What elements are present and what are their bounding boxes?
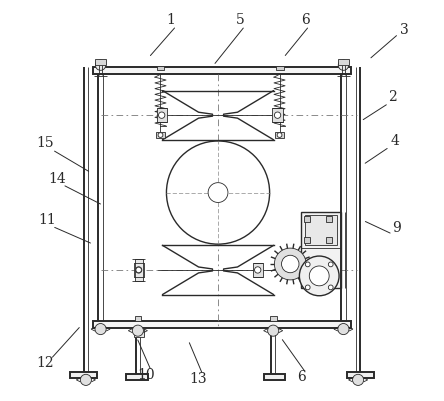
- Text: 6: 6: [297, 370, 306, 384]
- Bar: [273, 108, 283, 122]
- Bar: [126, 374, 148, 380]
- Bar: [253, 263, 263, 277]
- Bar: [326, 237, 332, 243]
- Circle shape: [95, 60, 106, 70]
- Text: 10: 10: [138, 368, 155, 382]
- Bar: [304, 237, 310, 243]
- Bar: [326, 216, 332, 222]
- Bar: [93, 321, 351, 328]
- Bar: [95, 59, 106, 65]
- Circle shape: [274, 112, 281, 118]
- Circle shape: [329, 285, 333, 290]
- Circle shape: [159, 112, 165, 118]
- Bar: [338, 59, 349, 65]
- Text: 14: 14: [48, 172, 66, 186]
- Text: 9: 9: [392, 221, 401, 235]
- Bar: [134, 328, 144, 337]
- Text: 12: 12: [36, 356, 54, 370]
- Circle shape: [158, 133, 163, 138]
- Circle shape: [329, 262, 333, 267]
- Bar: [276, 66, 284, 69]
- Bar: [275, 132, 284, 138]
- Circle shape: [338, 324, 349, 334]
- Text: 5: 5: [235, 13, 244, 27]
- Circle shape: [95, 324, 106, 334]
- Bar: [93, 67, 351, 74]
- Circle shape: [309, 266, 329, 286]
- Bar: [156, 132, 165, 138]
- Circle shape: [353, 374, 364, 385]
- Bar: [270, 316, 277, 321]
- Circle shape: [208, 182, 228, 203]
- Bar: [304, 216, 310, 222]
- Circle shape: [274, 248, 306, 280]
- Circle shape: [305, 262, 310, 267]
- Circle shape: [281, 255, 299, 273]
- Circle shape: [135, 267, 142, 273]
- Circle shape: [299, 256, 339, 296]
- Circle shape: [277, 133, 282, 138]
- Bar: [305, 215, 337, 245]
- Circle shape: [305, 285, 310, 290]
- Circle shape: [268, 325, 279, 336]
- Circle shape: [254, 267, 261, 273]
- Circle shape: [80, 374, 91, 385]
- Bar: [135, 316, 141, 321]
- Bar: [264, 374, 285, 380]
- Bar: [157, 66, 164, 69]
- Bar: [135, 259, 143, 281]
- Bar: [301, 213, 341, 288]
- Bar: [71, 373, 97, 378]
- Text: 4: 4: [390, 134, 399, 148]
- Text: 13: 13: [190, 372, 207, 386]
- Text: 3: 3: [400, 23, 409, 37]
- Bar: [347, 373, 373, 378]
- Circle shape: [338, 60, 349, 70]
- Circle shape: [136, 267, 142, 273]
- Circle shape: [166, 141, 270, 244]
- Text: 6: 6: [301, 13, 310, 27]
- Text: 1: 1: [166, 13, 175, 27]
- Bar: [134, 263, 144, 277]
- Bar: [157, 108, 167, 122]
- Text: 2: 2: [388, 90, 397, 104]
- Text: 15: 15: [36, 136, 54, 150]
- Text: 11: 11: [39, 213, 56, 227]
- Circle shape: [132, 325, 143, 336]
